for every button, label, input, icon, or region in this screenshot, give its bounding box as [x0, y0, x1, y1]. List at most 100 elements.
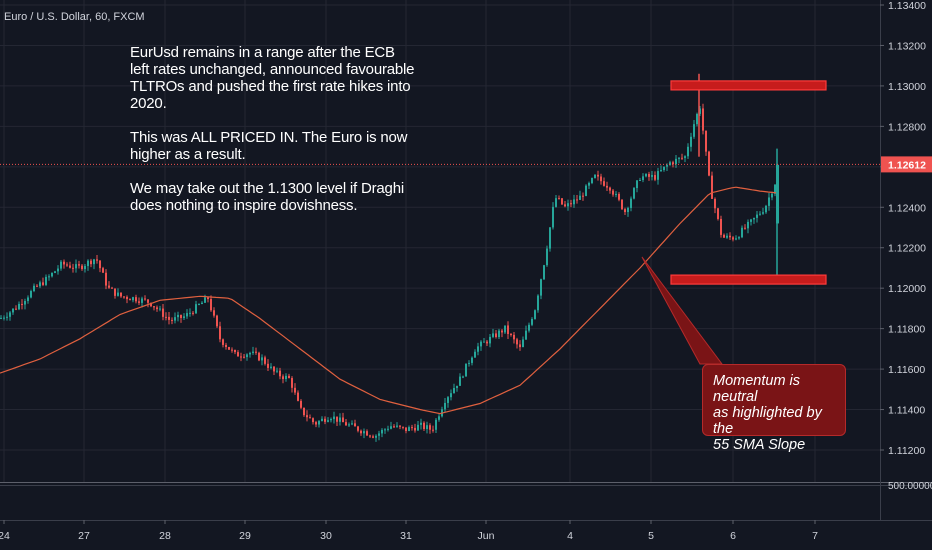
candle-body [69, 265, 71, 268]
price-axis[interactable]: 1.134001.132001.130001.128001.126001.124… [880, 0, 932, 520]
candle-body [306, 415, 308, 418]
candle-body [609, 187, 611, 191]
candle-body [729, 235, 731, 238]
candle-body [612, 190, 614, 195]
candle-body [618, 193, 620, 200]
candle-body [270, 366, 272, 368]
candle-body [156, 307, 158, 310]
candle-body [60, 261, 62, 269]
candle-body [30, 291, 32, 298]
annotation-line: TLTROs and pushed the first rate hikes i… [130, 78, 411, 95]
candle-body [81, 265, 83, 270]
candle-body [231, 349, 233, 351]
candle-body [666, 165, 668, 167]
annotation-line: We may take out the 1.1300 level if Drag… [130, 180, 404, 197]
candle-body [474, 351, 476, 358]
candle-body [213, 310, 215, 316]
x-tick-label: 28 [159, 530, 171, 542]
y-tick-label: 1.12800 [888, 121, 926, 133]
candle-body [675, 158, 677, 165]
candle-body [570, 203, 572, 205]
candle-body [672, 162, 674, 165]
candle-body [360, 430, 362, 434]
candle-body [186, 313, 188, 317]
candle-body [204, 297, 206, 303]
candle-body [54, 271, 56, 273]
candle-body [555, 198, 557, 207]
candle-body [240, 356, 242, 358]
candle-body [648, 173, 650, 177]
candle-body [405, 427, 407, 432]
candle-body [417, 424, 419, 431]
candle-body [195, 304, 197, 314]
x-tick-label: 5 [648, 530, 654, 542]
candle-body [501, 330, 503, 333]
candle-body [276, 370, 278, 372]
candle-body [768, 197, 770, 206]
candle-body [300, 400, 302, 408]
candle-body [492, 333, 494, 337]
candle-body [630, 198, 632, 208]
candle-body [657, 171, 659, 180]
candle-body [249, 352, 251, 355]
candle-body [567, 203, 569, 207]
candle-body [309, 417, 311, 419]
candle-body [750, 219, 752, 222]
candle-body [585, 185, 587, 196]
candle-body [654, 175, 656, 180]
callout-line: 55 SMA Slope [713, 437, 806, 453]
candle-body [171, 319, 173, 321]
candle-body [534, 310, 536, 319]
candle-body [327, 420, 329, 422]
candle-body [36, 285, 38, 287]
chart-annotation: EurUsd remains in a range after the ECB … [130, 44, 415, 214]
candle-body [102, 268, 104, 273]
callout-line: Momentum is neutral [713, 373, 801, 405]
candle-body [699, 108, 701, 114]
candle-body [495, 333, 497, 338]
candle-body [363, 431, 365, 434]
candle-body [207, 297, 209, 300]
candle-body [696, 113, 698, 125]
candle-body [108, 285, 110, 288]
y-tick-label: 1.12400 [888, 202, 926, 214]
candle-body [381, 429, 383, 434]
candle-body [147, 299, 149, 303]
candle-body [48, 276, 50, 278]
x-tick-label: 29 [239, 530, 251, 542]
x-tick-label: 6 [730, 530, 736, 542]
candle-body [651, 175, 653, 177]
volume-axis-label: 500.00000 [888, 481, 932, 492]
candle-last-body [776, 164, 779, 224]
candle-body [591, 178, 593, 183]
candle-body [528, 324, 530, 331]
candle-body [708, 151, 710, 176]
candle-body [120, 292, 122, 297]
candle-body [435, 419, 437, 430]
candle-body [330, 419, 332, 421]
x-tick-label: 24 [0, 530, 10, 542]
candle-body [51, 272, 53, 277]
candle-body [747, 221, 749, 229]
candle-body [486, 341, 488, 344]
candle-body [132, 297, 134, 301]
candle-body [237, 352, 239, 357]
candle-body [456, 385, 458, 389]
candle-body [123, 296, 125, 298]
x-tick-label: 31 [400, 530, 412, 542]
candle-body [78, 264, 80, 266]
candle-body [546, 248, 548, 266]
candle-body [267, 363, 269, 368]
y-tick-label: 1.11800 [888, 324, 925, 336]
candle-body [6, 316, 8, 318]
candle-body [525, 330, 527, 340]
candle-body [135, 297, 137, 302]
candle-body [669, 162, 671, 166]
candle-body [600, 176, 602, 182]
candle-body [279, 370, 281, 377]
candle-body [84, 266, 86, 270]
annotation-line: EurUsd remains in a range after the ECB [130, 44, 395, 61]
annotation-line: higher as a result. [130, 146, 246, 163]
time-axis[interactable]: 24 27 28 29 30 31 Jun 4 5 6 7 [0, 520, 932, 542]
